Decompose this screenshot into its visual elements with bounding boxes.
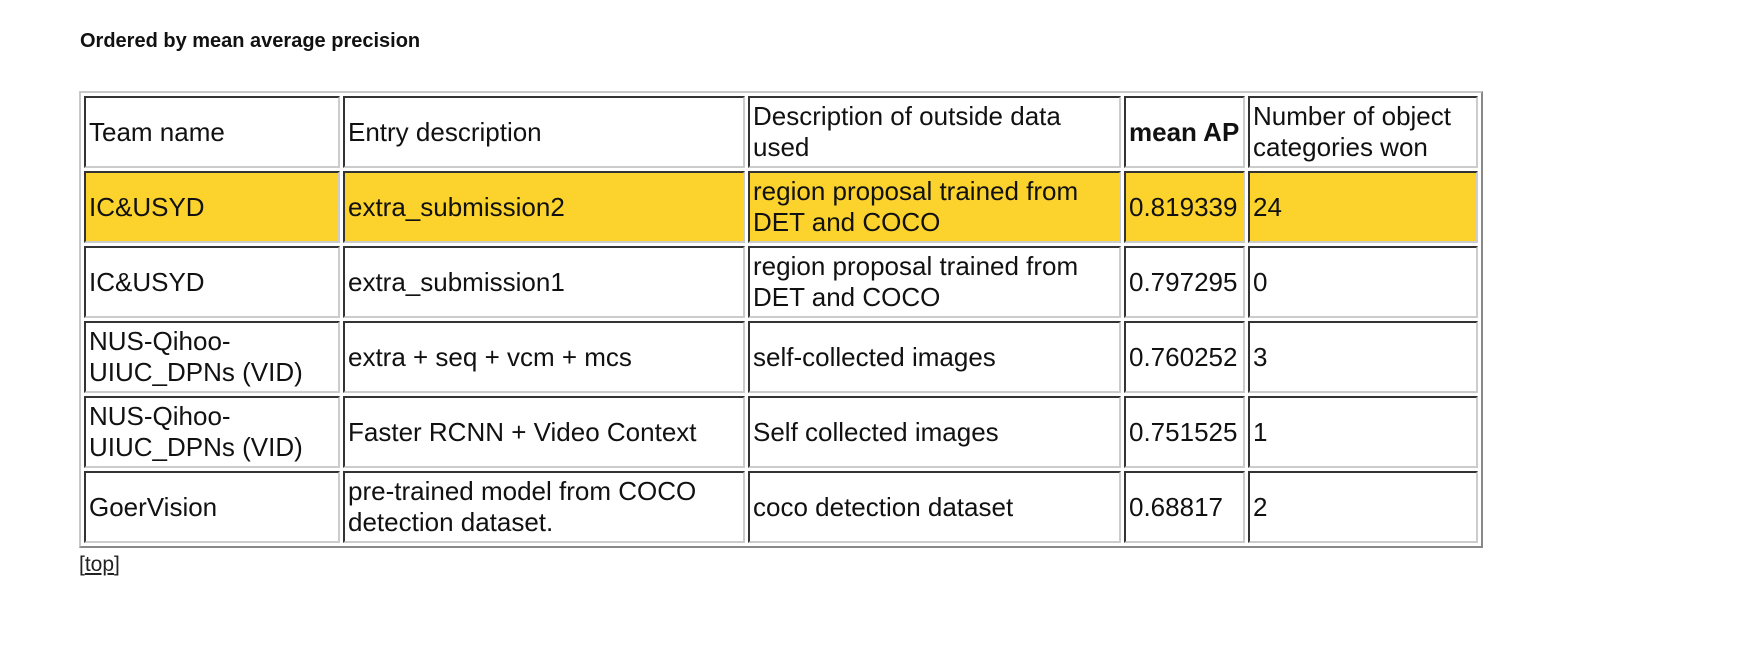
- categories-won-cell: 0: [1248, 246, 1478, 318]
- team-cell: NUS-Qihoo-UIUC_DPNs (VID): [84, 321, 340, 393]
- table-row: GoerVision pre-trained model from COCO d…: [84, 471, 1478, 543]
- mean-ap-cell: 0.751525: [1124, 396, 1245, 468]
- header-outside-data: Description of outside data used: [748, 96, 1121, 168]
- team-cell: GoerVision: [84, 471, 340, 543]
- mean-ap-cell: 0.819339: [1124, 171, 1245, 243]
- header-row: Team name Entry description Description …: [84, 96, 1478, 168]
- entry-cell: Faster RCNN + Video Context: [343, 396, 745, 468]
- results-table: Team name Entry description Description …: [79, 91, 1483, 548]
- header-categories-won: Number of object categories won: [1248, 96, 1478, 168]
- entry-cell: extra_submission1: [343, 246, 745, 318]
- table-row: NUS-Qihoo-UIUC_DPNs (VID) Faster RCNN + …: [84, 396, 1478, 468]
- section-heading: Ordered by mean average precision: [80, 30, 421, 52]
- header-team-name: Team name: [84, 96, 340, 168]
- categories-won-cell: 1: [1248, 396, 1478, 468]
- team-cell: IC&USYD: [84, 171, 340, 243]
- top-link[interactable]: top: [84, 553, 115, 576]
- outside-data-cell: coco detection dataset: [748, 471, 1121, 543]
- table-row: NUS-Qihoo-UIUC_DPNs (VID) extra + seq + …: [84, 321, 1478, 393]
- mean-ap-cell: 0.797295: [1124, 246, 1245, 318]
- categories-won-cell: 2: [1248, 471, 1478, 543]
- table-row: IC&USYD extra_submission1 region proposa…: [84, 246, 1478, 318]
- table-row: IC&USYD extra_submission2 region proposa…: [84, 171, 1478, 243]
- top-link-wrapper: [top]: [79, 553, 120, 577]
- categories-won-cell: 24: [1248, 171, 1478, 243]
- header-entry-description: Entry description: [343, 96, 745, 168]
- mean-ap-cell: 0.68817: [1124, 471, 1245, 543]
- entry-cell: extra_submission2: [343, 171, 745, 243]
- header-mean-ap: mean AP: [1124, 96, 1245, 168]
- categories-won-cell: 3: [1248, 321, 1478, 393]
- outside-data-cell: self-collected images: [748, 321, 1121, 393]
- team-cell: IC&USYD: [84, 246, 340, 318]
- outside-data-cell: region proposal trained from DET and COC…: [748, 246, 1121, 318]
- entry-cell: pre-trained model from COCO detection da…: [343, 471, 745, 543]
- bracket: [: [79, 553, 85, 576]
- outside-data-cell: region proposal trained from DET and COC…: [748, 171, 1121, 243]
- team-cell: NUS-Qihoo-UIUC_DPNs (VID): [84, 396, 340, 468]
- mean-ap-cell: 0.760252: [1124, 321, 1245, 393]
- outside-data-cell: Self collected images: [748, 396, 1121, 468]
- bracket: ]: [114, 553, 120, 576]
- entry-cell: extra + seq + vcm + mcs: [343, 321, 745, 393]
